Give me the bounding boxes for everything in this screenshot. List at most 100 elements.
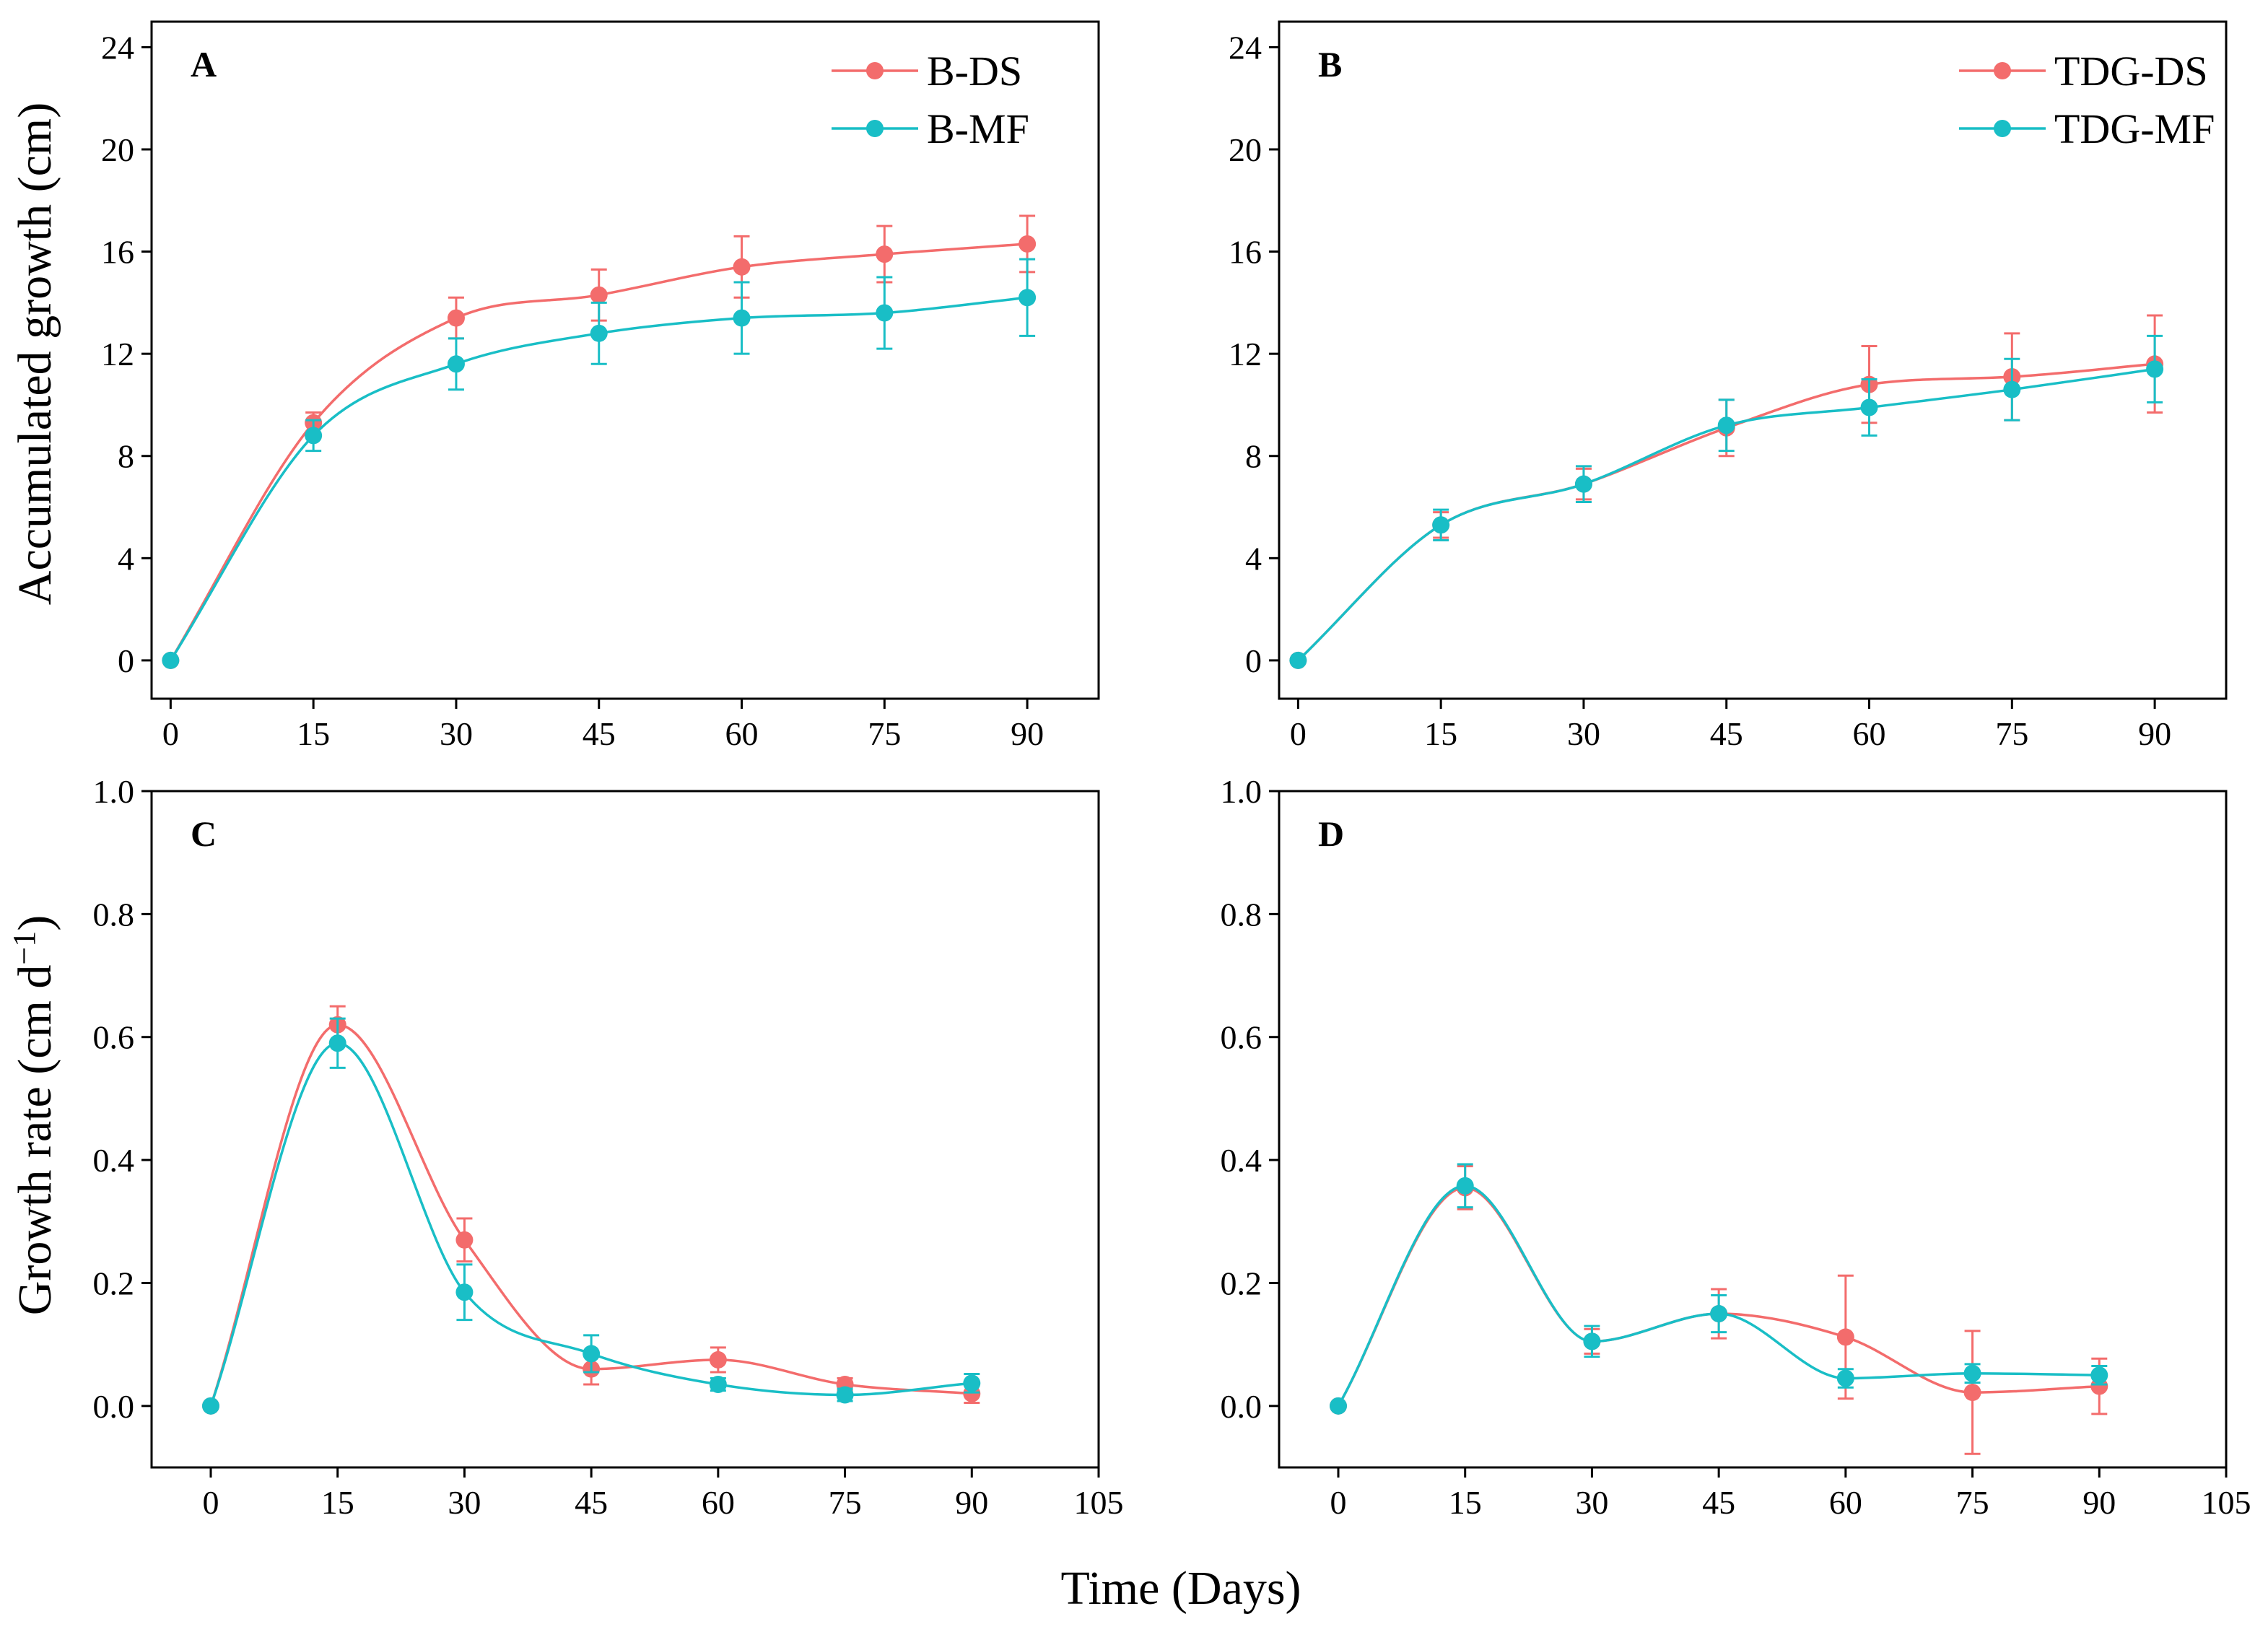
data-point: [709, 1376, 727, 1394]
x-tick-label: 90: [955, 1484, 988, 1521]
y-axis-title-growth-rate-close: ): [9, 915, 61, 931]
x-tick-label: 30: [1575, 1484, 1608, 1521]
y-tick-label: 12: [1229, 336, 1262, 372]
x-tick-label: 75: [829, 1484, 862, 1521]
y-axis-title-accumulated: Accumulated growth (cm): [9, 102, 61, 605]
x-tick-label: 15: [297, 715, 330, 752]
data-point: [1289, 651, 1307, 669]
legend-label: TDG-MF: [2054, 105, 2215, 152]
x-tick-label: 75: [1956, 1484, 1989, 1521]
legend-marker: [866, 62, 884, 79]
data-point: [590, 324, 608, 342]
x-tick-label: 0: [1290, 715, 1307, 752]
panel-b: 0 15 30 45 60 75 90 0 4 8 12 16 20 24 B TDG-DS TDG-MF: [1229, 20, 2228, 752]
legend-label: B-MF: [927, 105, 1029, 152]
y-tick-label: 1.0: [1221, 773, 1262, 810]
legend-marker: [1994, 120, 2011, 137]
data-point: [590, 286, 608, 304]
legend-marker: [866, 120, 884, 137]
data-point: [583, 1345, 601, 1363]
data-point: [1963, 1384, 1981, 1402]
y-tick-label: 8: [1245, 438, 1262, 475]
y-tick-label: 0: [1245, 642, 1262, 679]
y-tick-label: 0.4: [93, 1142, 135, 1179]
data-point: [455, 1283, 474, 1301]
data-point: [1330, 1397, 1347, 1415]
data-point: [876, 304, 894, 322]
panel-label: B: [1318, 44, 1342, 84]
series-tdg-mf: [1289, 334, 2164, 669]
x-tick-label: 105: [2202, 1484, 2251, 1521]
y-tick-label: 8: [118, 438, 134, 475]
x-tick-label: 30: [448, 1484, 481, 1521]
x-tick-label: 60: [1853, 715, 1886, 752]
legend-entry: B-MF: [832, 105, 1029, 152]
x-tick-label: 45: [583, 715, 616, 752]
y-tick-label: 1.0: [93, 773, 135, 810]
data-point: [2146, 360, 2164, 378]
x-tick-label: 90: [2138, 715, 2171, 752]
data-point: [1019, 289, 1037, 307]
data-point: [447, 355, 465, 373]
data-point: [1963, 1364, 1981, 1382]
y-tick-label: 16: [1229, 234, 1262, 271]
data-point: [447, 309, 465, 327]
data-point: [876, 245, 894, 263]
data-point: [963, 1374, 981, 1392]
x-tick-label: 105: [1074, 1484, 1124, 1521]
data-point: [455, 1231, 474, 1249]
series-tdg-mf: [1330, 1163, 2108, 1415]
data-point: [2003, 380, 2021, 398]
y-tick-label: 0.8: [93, 896, 135, 933]
y-tick-label: 16: [101, 234, 134, 271]
y-tick-label: 12: [101, 336, 134, 372]
x-tick-label: 15: [1449, 1484, 1482, 1521]
legend-label: TDG-DS: [2054, 48, 2208, 95]
data-point: [328, 1034, 346, 1052]
series-line: [209, 1023, 972, 1407]
panel-label: C: [191, 813, 217, 854]
series-tdg-ds: [1289, 314, 2164, 669]
legend-marker: [1994, 62, 2011, 79]
data-point: [162, 651, 180, 669]
y-axis-title-growth-rate-main: Growth rate (cm d: [9, 965, 61, 1316]
y-tick-label: 0.6: [93, 1019, 135, 1056]
data-point: [202, 1397, 219, 1415]
x-tick-label: 45: [1710, 715, 1743, 752]
series-line: [1337, 1184, 2100, 1407]
x-tick-label: 60: [1829, 1484, 1862, 1521]
data-point: [1574, 475, 1592, 493]
plot-frame: [150, 20, 1100, 700]
data-point: [1836, 1328, 1854, 1346]
data-point: [733, 258, 751, 276]
data-point: [1860, 398, 1878, 416]
x-tick-label: 45: [1702, 1484, 1735, 1521]
legend-label: B-DS: [927, 48, 1022, 95]
data-point: [1019, 235, 1037, 253]
panel-d: 0 15 30 45 60 75 90 105 0.0 0.2 0.4 0.6 0.8 1.0 D: [1221, 773, 2251, 1521]
panel-c: 0 15 30 45 60 75 90 105 0.0 0.2 0.4 0.6 0.8 1.0 C: [93, 773, 1124, 1521]
data-point: [1710, 1305, 1728, 1323]
y-tick-label: 0: [118, 642, 134, 679]
data-point: [733, 309, 751, 327]
x-axis-title: Time (Days): [1060, 1562, 1301, 1615]
x-tick-label: 15: [1424, 715, 1457, 752]
y-tick-label: 0.6: [1221, 1019, 1262, 1056]
x-tick-label: 90: [2082, 1484, 2116, 1521]
y-tick-label: 0.2: [1221, 1265, 1262, 1301]
x-tick-label: 90: [1011, 715, 1044, 752]
plot-frame: [150, 790, 1100, 1469]
x-tick-label: 30: [440, 715, 473, 752]
legend-entry: TDG-MF: [1959, 105, 2215, 152]
data-point: [1432, 516, 1450, 534]
data-point: [836, 1386, 854, 1404]
series-b-mf: [202, 1017, 981, 1415]
data-point: [305, 427, 323, 445]
plot-frame: [1278, 790, 2228, 1469]
data-point: [1456, 1177, 1474, 1195]
series-line: [209, 1042, 972, 1407]
legend-entry: B-DS: [832, 48, 1022, 95]
data-point: [1583, 1332, 1601, 1350]
data-point: [2090, 1366, 2108, 1384]
